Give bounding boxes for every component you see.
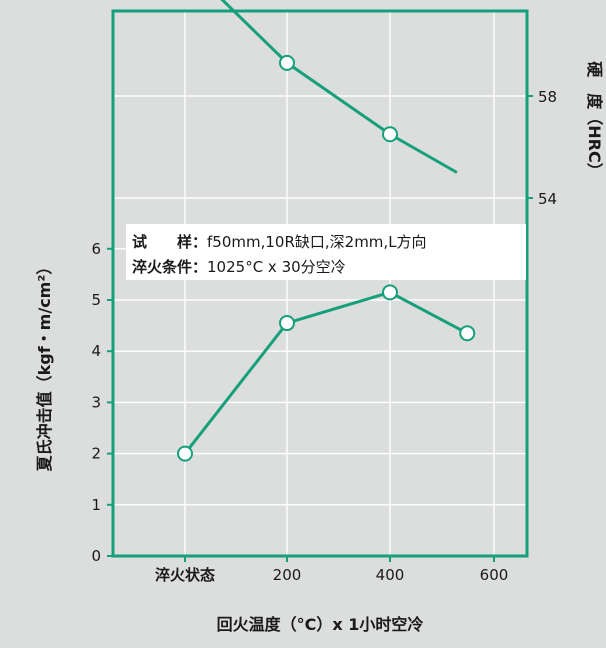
- x-axis-label: 回火温度（°C）x 1小时空冷: [217, 615, 424, 634]
- series-layer: [177, 0, 476, 462]
- right-tick-label-58: 58: [538, 88, 557, 106]
- series-right-point-2: [382, 126, 398, 143]
- left-tick-label-2: 2: [91, 445, 101, 463]
- left-tick-label-1: 1: [91, 496, 101, 514]
- annotation-line1-value: f50mm,10R缺口,深2mm,L方向: [207, 233, 427, 251]
- annotation-line2-label: 淬火条件：: [132, 258, 207, 276]
- annotation-box: 试 样：f50mm,10R缺口,深2mm,L方向 淬火条件：1025°C x 3…: [126, 224, 526, 280]
- x-tick-label-0: 淬火状态: [155, 566, 215, 584]
- annotation-line1-label: 试 样：: [132, 233, 207, 251]
- right-tick-label-54: 54: [538, 190, 557, 208]
- left-tick-label-3: 3: [91, 393, 101, 411]
- series-left-point-2: [382, 284, 398, 301]
- svg-text:淬火条件：1025°C x 30分空冷: 淬火条件：1025°C x 30分空冷: [132, 258, 346, 276]
- left-tick-label-4: 4: [91, 342, 101, 360]
- left-tick-label-5: 5: [91, 291, 101, 309]
- x-tick-label-3: 600: [480, 566, 509, 584]
- right-tick-label-62: 62: [538, 0, 557, 4]
- annotation-line2-value: 1025°C x 30分空冷: [207, 258, 346, 276]
- series-left-line: [183, 290, 468, 455]
- series-left-point-0: [177, 445, 193, 462]
- annotation-background: [126, 224, 526, 280]
- left-tick-label-6: 6: [91, 240, 101, 258]
- right-axis-label: 硬 度（HRC）: [585, 61, 604, 178]
- series-right-point-1: [279, 54, 295, 71]
- x-axis-ticks: 淬火状态 200 400 600: [155, 556, 508, 584]
- series-right-line: [220, 0, 458, 174]
- left-tick-label-0: 0: [91, 547, 101, 565]
- left-axis-ticks: 0 1 2 3 4 5 6: [91, 240, 113, 565]
- series-left-point-1: [279, 315, 295, 332]
- svg-text:试 样：f50mm,10R缺口,深2mm,L方向: 试 样：f50mm,10R缺口,深2mm,L方向: [132, 233, 427, 251]
- x-tick-label-1: 200: [273, 566, 302, 584]
- series-left-point-3: [459, 325, 476, 342]
- x-tick-label-2: 400: [376, 566, 405, 584]
- left-axis-label: 夏氏冲击值（kgf・m/cm²）: [35, 259, 54, 473]
- right-axis-ticks: 54586266: [527, 0, 557, 208]
- plot-frame: [111, 9, 529, 558]
